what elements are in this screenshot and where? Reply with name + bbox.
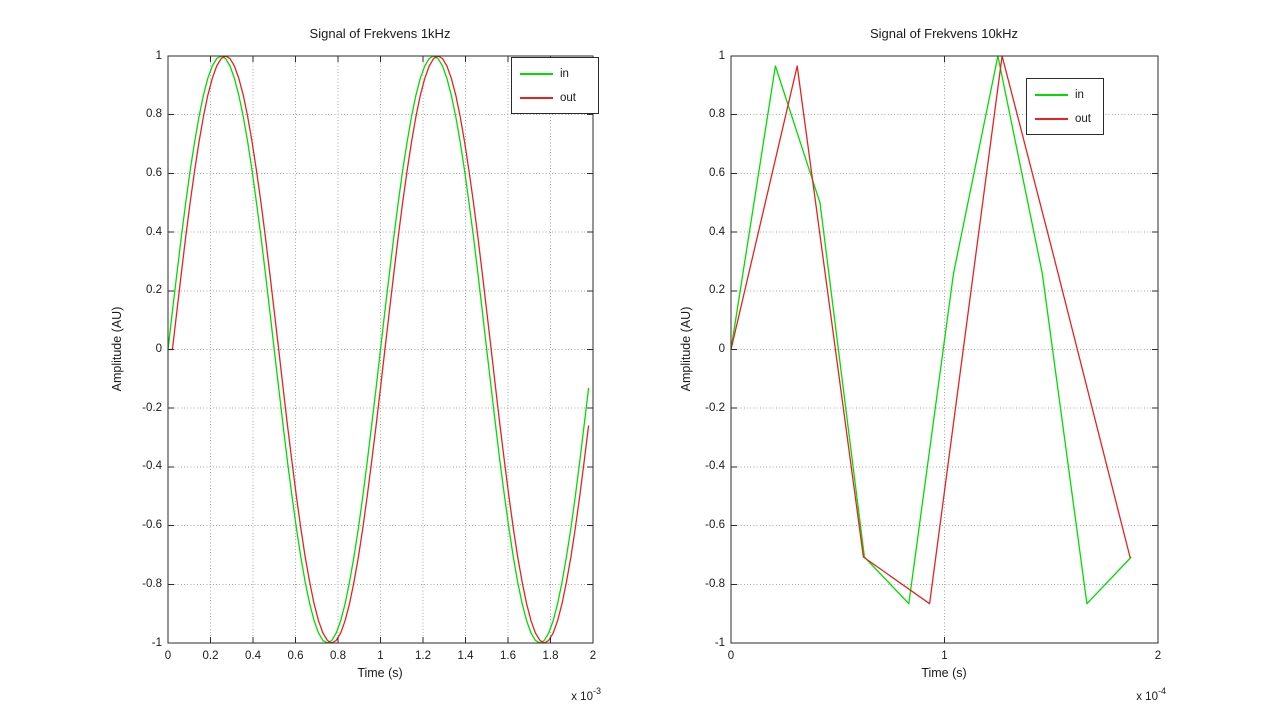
exponent-base: x 10 bbox=[1136, 690, 1158, 703]
legend-line-swatch-in bbox=[1035, 94, 1068, 96]
series-line-out bbox=[168, 55, 590, 644]
y-tick-label: -1 bbox=[151, 636, 162, 649]
y-tick-label: 0.6 bbox=[146, 166, 162, 179]
y-tick-label: 0.2 bbox=[709, 284, 725, 297]
series-line-in bbox=[167, 55, 590, 644]
y-tick-label: -0.8 bbox=[142, 577, 162, 590]
exponent-power: -4 bbox=[1157, 686, 1166, 696]
y-tick-label: 0.4 bbox=[146, 225, 162, 238]
legend-entry-in: in bbox=[1027, 87, 1103, 101]
y-tick-label: 0.8 bbox=[709, 108, 725, 121]
x-tick-label: 1.4 bbox=[457, 650, 474, 662]
legend-line-swatch-out bbox=[520, 97, 553, 99]
legend-label-out: out bbox=[1075, 113, 1091, 125]
legend-box: in out bbox=[1026, 78, 1104, 135]
chart-title-10khz: Signal of Frekvens 10kHz bbox=[869, 26, 1019, 41]
x-tick-label: 1.6 bbox=[500, 650, 516, 662]
y-tick-label: 0 bbox=[155, 343, 162, 355]
y-tick-label: -1 bbox=[714, 636, 725, 649]
x-tick-label: 2 bbox=[589, 650, 597, 662]
legend-line-swatch-in bbox=[520, 73, 553, 75]
legend-label-in: in bbox=[560, 68, 569, 80]
x-axis-label: Time (s) bbox=[921, 666, 967, 680]
legend-label-out: out bbox=[560, 92, 576, 104]
y-axis-label: Amplitude (AU) bbox=[679, 306, 693, 392]
x-tick-label: 1 bbox=[941, 650, 948, 662]
x-tick-label: 0.8 bbox=[330, 650, 346, 662]
y-tick-label: -0.4 bbox=[705, 460, 725, 473]
y-tick-label: 0.4 bbox=[709, 225, 725, 238]
exponent-power: -3 bbox=[592, 686, 601, 696]
x-tick-label: 0 bbox=[727, 650, 735, 662]
legend-label-in: in bbox=[1075, 89, 1084, 101]
legend-line-swatch-out bbox=[1035, 118, 1068, 120]
x-tick-label: 1 bbox=[377, 650, 384, 662]
legend-entry-out: out bbox=[1027, 111, 1103, 125]
chart-title-1khz: Signal of Frekvens 1kHz bbox=[309, 26, 451, 41]
y-tick-label: 0 bbox=[718, 343, 725, 355]
x-tick-label: 0 bbox=[164, 650, 172, 662]
x-axis-exponent: x 10-4 bbox=[1076, 686, 1166, 703]
y-tick-label: 0.2 bbox=[146, 284, 162, 297]
legend-entry-in: in bbox=[512, 66, 598, 80]
x-tick-label: 0.2 bbox=[202, 650, 219, 662]
y-tick-label: 1 bbox=[155, 49, 162, 62]
y-tick-label: 1 bbox=[718, 49, 725, 62]
y-axis-label: Amplitude (AU) bbox=[110, 306, 124, 392]
series-line-in bbox=[730, 55, 1132, 605]
y-tick-label: -0.2 bbox=[705, 401, 725, 414]
x-tick-label: 1.2 bbox=[415, 650, 431, 662]
legend-entry-out: out bbox=[512, 90, 598, 104]
legend-box: in out bbox=[511, 57, 599, 114]
y-tick-label: -0.8 bbox=[705, 577, 725, 590]
series-line-out bbox=[730, 55, 1131, 605]
x-tick-label: 0.6 bbox=[287, 650, 304, 662]
y-tick-label: -0.2 bbox=[142, 401, 162, 414]
x-axis-label: Time (s) bbox=[357, 666, 403, 680]
x-axis-exponent: x 10-3 bbox=[511, 686, 601, 703]
x-tick-label: 0.4 bbox=[245, 650, 261, 662]
y-tick-label: 0.8 bbox=[146, 108, 162, 121]
x-tick-label: 1.8 bbox=[542, 650, 559, 662]
y-tick-label: -0.6 bbox=[705, 519, 725, 532]
exponent-base: x 10 bbox=[571, 690, 593, 703]
y-tick-label: 0.6 bbox=[709, 166, 725, 179]
y-tick-label: -0.4 bbox=[142, 460, 162, 473]
y-tick-label: -0.6 bbox=[142, 519, 162, 532]
x-tick-label: 2 bbox=[1154, 650, 1162, 662]
